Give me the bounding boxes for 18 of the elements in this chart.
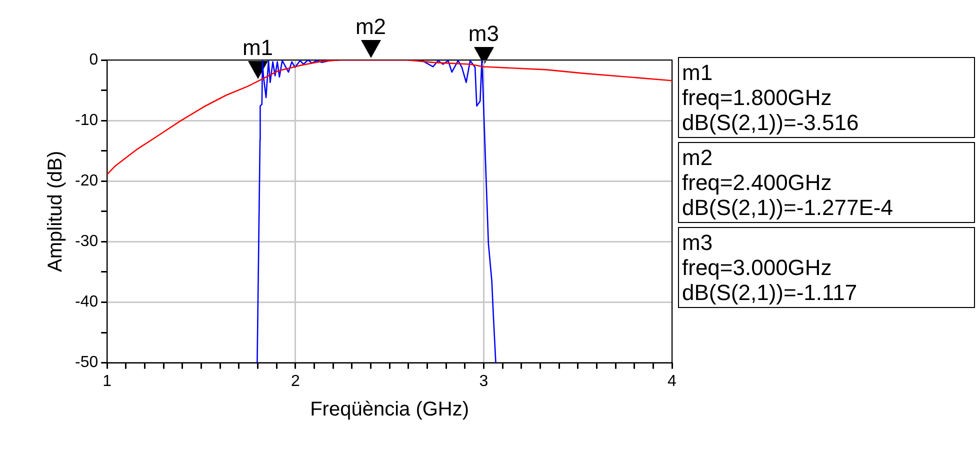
y-tick-label: -20 [75, 172, 98, 190]
y-tick-label: -10 [75, 112, 98, 129]
x-axis-title: Freqüència (GHz) [310, 398, 470, 421]
y-tick-label: -40 [75, 294, 98, 311]
annotation: m2 [355, 14, 386, 39]
x-tick-label: 2 [290, 372, 300, 390]
y-tick-label: -30 [75, 233, 98, 250]
text: m2 freq=2.400GHz dB(S(2,1))=-1.277E-4 [678, 142, 975, 223]
text: m1 freq=1.800GHz dB(S(2,1))=-3.516 [678, 57, 975, 138]
annotation: m3 [468, 20, 499, 46]
x-tick-label: 4 [668, 372, 677, 390]
y-tick-label: 0 [89, 51, 98, 68]
x-tick-label: 1 [102, 372, 112, 390]
x-tick-label: 3 [479, 372, 488, 390]
annotation: m1 [242, 35, 274, 60]
y-axis-title: Amplitud (dB) [44, 150, 67, 272]
y-tick-label: -50 [75, 354, 98, 372]
text: m3 freq=3.000GHz dB(S(2,1))=-1.117 [678, 227, 975, 308]
